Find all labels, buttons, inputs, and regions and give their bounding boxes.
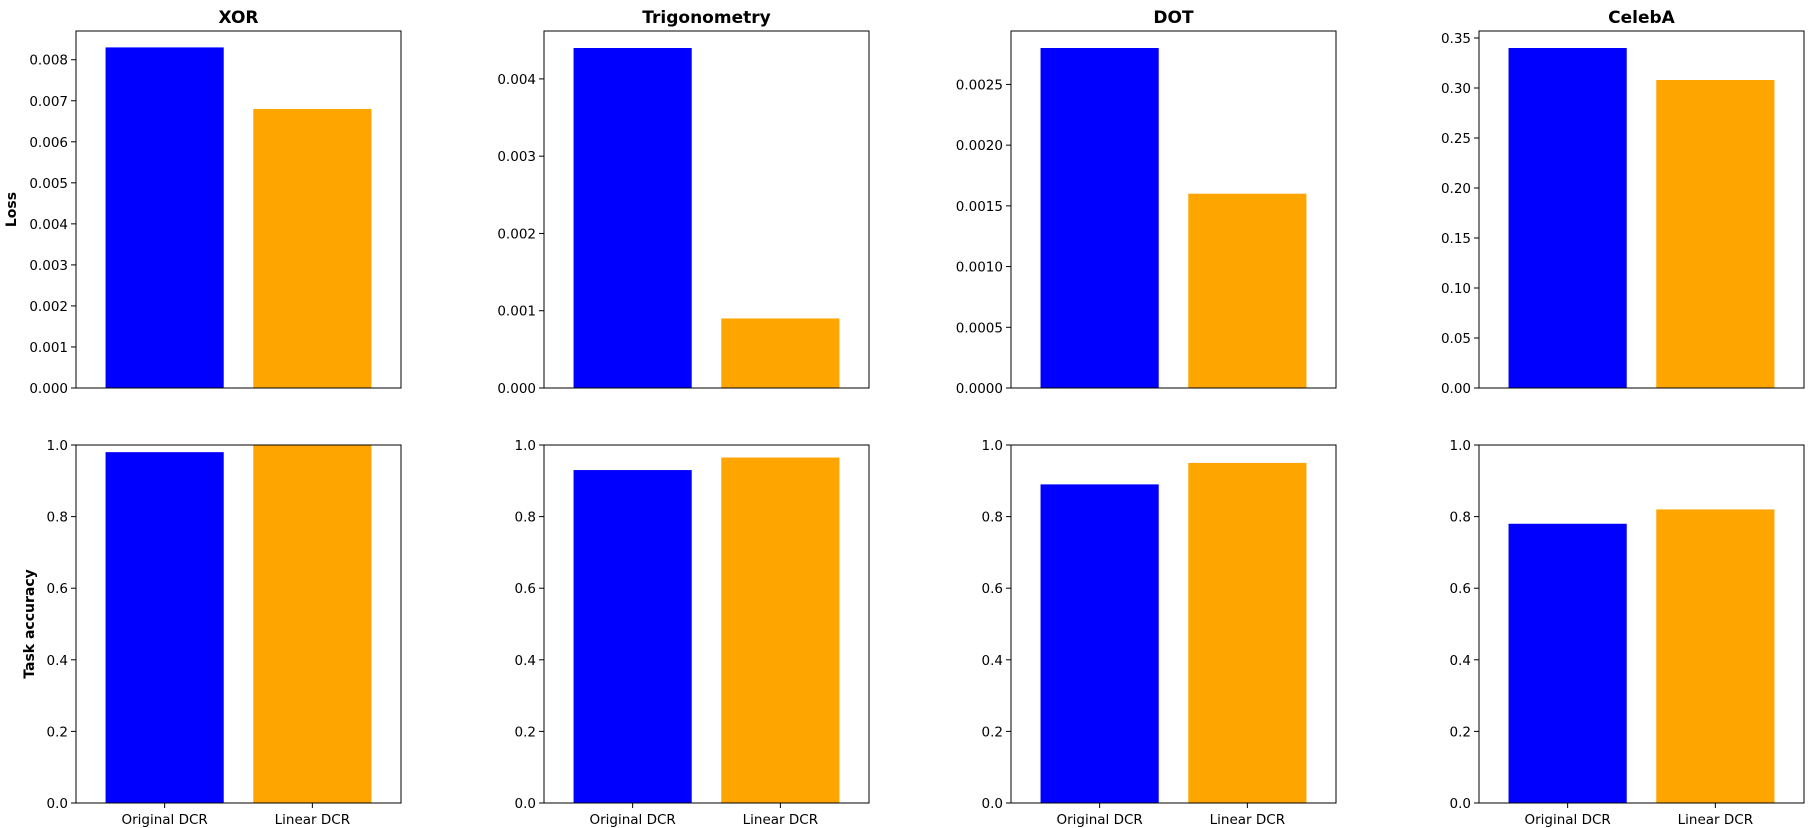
axes-frame-6 — [1010, 444, 1337, 804]
xtick-label-6-1: Linear DCR — [1210, 812, 1285, 828]
ytick-label-2-2: 0.0010 — [956, 260, 1003, 276]
axes-frame-3 — [1478, 30, 1805, 389]
xtick-label-4-1: Linear DCR — [275, 812, 350, 828]
ytick-label-2-1: 0.0005 — [956, 320, 1003, 336]
ytick-label-5-4: 0.8 — [515, 510, 536, 526]
ylabel-4: Task accuracy — [22, 569, 38, 679]
xtick-label-7-1: Linear DCR — [1678, 812, 1753, 828]
ylabel-0: Loss — [4, 192, 20, 227]
ytick-label-0-6: 0.006 — [29, 135, 68, 151]
bar-5-1 — [721, 457, 840, 803]
ytick-label-1-2: 0.002 — [497, 226, 536, 242]
chart-title-0: XOR — [218, 8, 258, 28]
ytick-label-4-5: 1.0 — [47, 438, 68, 454]
ytick-label-0-2: 0.002 — [29, 299, 68, 315]
ytick-label-3-2: 0.10 — [1441, 281, 1471, 297]
ytick-label-7-0: 0.0 — [1450, 796, 1471, 812]
ytick-label-0-0: 0.000 — [29, 381, 68, 397]
ytick-label-2-3: 0.0015 — [956, 199, 1003, 215]
ytick-label-5-1: 0.2 — [515, 724, 536, 740]
ytick-label-1-3: 0.003 — [497, 149, 536, 165]
bar-6-1 — [1188, 462, 1307, 803]
subplot-6: 0.0 0.2 0.4 0.6 0.8 1.0 Original DCR Linear DCR — [982, 438, 1337, 828]
ytick-label-2-4: 0.0020 — [956, 138, 1003, 154]
bar-4-0 — [105, 452, 224, 803]
ytick-label-7-5: 1.0 — [1450, 438, 1471, 454]
ytick-label-5-2: 0.4 — [515, 653, 536, 669]
chart-title-1: Trigonometry — [642, 8, 770, 28]
ytick-label-3-7: 0.35 — [1441, 31, 1471, 47]
ytick-label-0-7: 0.007 — [29, 94, 68, 110]
bar-1-0 — [573, 48, 692, 388]
ytick-label-5-3: 0.6 — [515, 581, 536, 597]
xtick-label-5-0: Original DCR — [589, 812, 675, 828]
ytick-label-4-2: 0.4 — [47, 653, 68, 669]
ytick-label-6-4: 0.8 — [982, 510, 1003, 526]
ytick-label-4-0: 0.0 — [47, 796, 68, 812]
ytick-label-7-2: 0.4 — [1450, 653, 1471, 669]
ytick-label-0-5: 0.005 — [29, 176, 68, 192]
axes-frame-7 — [1478, 444, 1805, 804]
ytick-label-5-5: 1.0 — [515, 438, 536, 454]
ytick-label-1-0: 0.000 — [497, 381, 536, 397]
ytick-label-0-8: 0.008 — [29, 53, 68, 69]
ytick-label-2-5: 0.0025 — [956, 77, 1003, 93]
ytick-label-4-3: 0.6 — [47, 581, 68, 597]
subplot-2: 0.0000 0.0005 0.0010 0.0015 0.0020 0.0025 DOT — [956, 8, 1337, 397]
axes-frame-2 — [1010, 30, 1337, 389]
ytick-label-0-3: 0.003 — [29, 258, 68, 274]
ytick-label-3-4: 0.20 — [1441, 181, 1471, 197]
bar-4-1 — [253, 445, 372, 803]
ytick-label-3-5: 0.25 — [1441, 131, 1471, 147]
bar-1-1 — [721, 318, 840, 388]
xtick-label-6-0: Original DCR — [1056, 812, 1142, 828]
axes-frame-0 — [75, 30, 402, 389]
ytick-label-7-4: 0.8 — [1450, 510, 1471, 526]
bar-0-1 — [253, 108, 372, 388]
subplot-7: 0.0 0.2 0.4 0.6 0.8 1.0 Original DCR Linear DCR — [1450, 438, 1805, 828]
ytick-label-6-2: 0.4 — [982, 653, 1003, 669]
ytick-label-0-4: 0.004 — [29, 217, 68, 233]
bar-6-0 — [1040, 484, 1159, 803]
subplot-1: 0.000 0.001 0.002 0.003 0.004 Trigonometry — [497, 8, 870, 397]
ytick-label-3-3: 0.15 — [1441, 231, 1471, 247]
ytick-label-4-4: 0.8 — [47, 510, 68, 526]
ytick-label-6-3: 0.6 — [982, 581, 1003, 597]
ytick-label-7-1: 0.2 — [1450, 724, 1471, 740]
ytick-label-6-1: 0.2 — [982, 724, 1003, 740]
bar-7-0 — [1508, 523, 1627, 803]
xtick-label-7-0: Original DCR — [1524, 812, 1610, 828]
subplot-4: 0.0 0.2 0.4 0.6 0.8 1.0 Original DCR Linear DCR… — [22, 438, 402, 828]
subplot-3: 0.00 0.05 0.10 0.15 0.20 0.25 0.30 0.35 CelebA — [1441, 8, 1805, 397]
ytick-label-7-3: 0.6 — [1450, 581, 1471, 597]
bar-2-0 — [1040, 48, 1159, 388]
chart-title-3: CelebA — [1608, 8, 1676, 28]
ytick-label-1-1: 0.001 — [497, 304, 536, 320]
ytick-label-4-1: 0.2 — [47, 724, 68, 740]
ytick-label-5-0: 0.0 — [515, 796, 536, 812]
bar-3-0 — [1508, 48, 1627, 388]
xtick-label-4-0: Original DCR — [121, 812, 207, 828]
chart-title-2: DOT — [1153, 8, 1194, 28]
ytick-label-1-4: 0.004 — [497, 72, 536, 88]
bar-7-1 — [1656, 509, 1775, 803]
xtick-label-5-1: Linear DCR — [743, 812, 818, 828]
subplot-0: 0.000 0.001 0.002 0.003 0.004 0.005 0.006 0.007… — [4, 8, 402, 397]
ytick-label-0-1: 0.001 — [29, 340, 68, 356]
bar-3-1 — [1656, 80, 1775, 388]
ytick-label-3-0: 0.00 — [1441, 381, 1471, 397]
ytick-label-3-6: 0.30 — [1441, 81, 1471, 97]
bar-5-0 — [573, 470, 692, 803]
axes-frame-1 — [543, 30, 870, 389]
bar-2-1 — [1188, 193, 1307, 388]
ytick-label-3-1: 0.05 — [1441, 331, 1471, 347]
subplot-5: 0.0 0.2 0.4 0.6 0.8 1.0 Original DCR Linear DCR — [515, 438, 870, 828]
ytick-label-2-0: 0.0000 — [956, 381, 1003, 397]
ytick-label-6-0: 0.0 — [982, 796, 1003, 812]
axes-frame-4 — [75, 444, 402, 804]
ytick-label-6-5: 1.0 — [982, 438, 1003, 454]
bar-0-0 — [105, 47, 224, 389]
axes-frame-5 — [543, 444, 870, 804]
